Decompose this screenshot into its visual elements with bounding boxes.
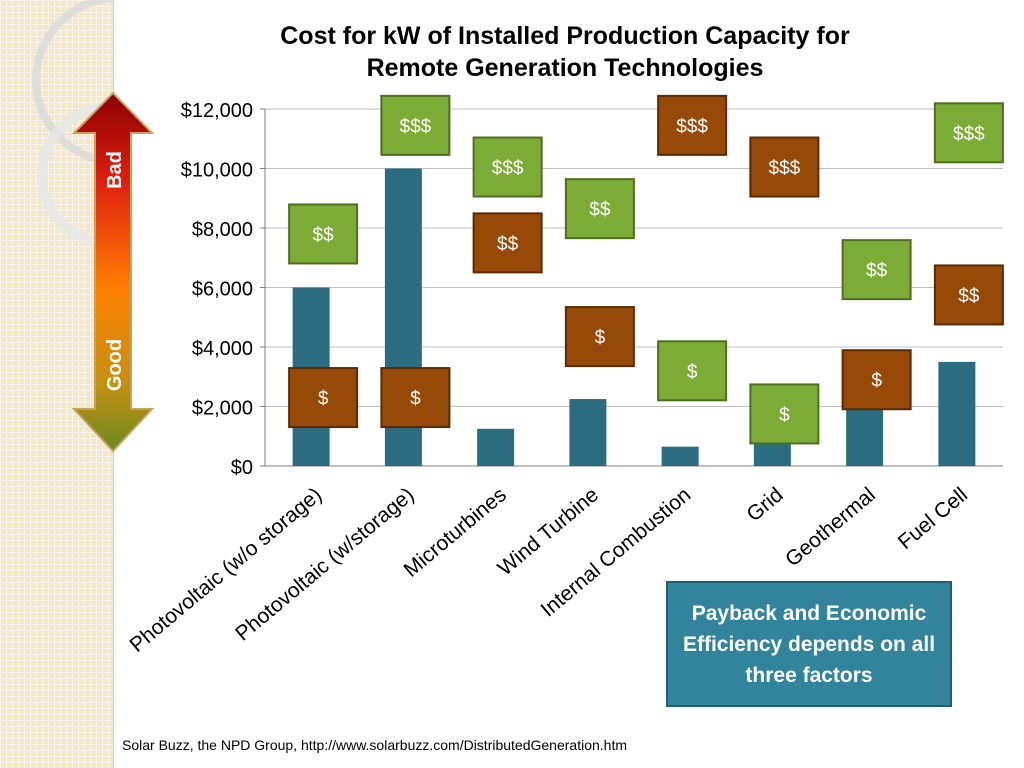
rating-label: $$$ <box>769 158 801 179</box>
rating-label: $ <box>779 405 790 426</box>
brown-rating-box <box>933 264 1004 326</box>
y-tick-label: $0 <box>231 457 253 479</box>
chart-title: Cost for kW of Installed Production Capa… <box>130 20 1000 84</box>
bar <box>569 399 607 466</box>
bad-good-arrow: Bad Good <box>71 91 155 453</box>
chart-title-line-2: Remote Generation Technologies <box>366 54 764 82</box>
green-rating-box <box>841 239 912 301</box>
x-tick-label: Photovoltaic (w/o storage) <box>126 483 327 657</box>
bar <box>477 428 515 466</box>
rating-label: $ <box>410 389 421 410</box>
rating-label: $ <box>687 362 698 383</box>
rating-label: $ <box>595 328 606 349</box>
rating-label: $ <box>871 371 882 392</box>
brown-rating-box <box>380 367 451 429</box>
x-tick-label: Photovoltaic (w/storage) <box>231 483 418 645</box>
bar <box>938 361 976 466</box>
bar <box>846 400 884 466</box>
bar <box>661 446 699 466</box>
y-tick-label: $2,000 <box>192 398 253 420</box>
y-tick-label: $10,000 <box>181 160 253 182</box>
rating-label: $$$ <box>676 116 708 137</box>
rating-label: $$$ <box>492 158 524 179</box>
source-citation: Solar Buzz, the NPD Group, http://www.so… <box>122 737 627 753</box>
chart-title-line-1: Cost for kW of Installed Production Capa… <box>280 22 850 50</box>
green-rating-box <box>380 94 451 156</box>
x-tick-label: Geothermal <box>781 483 880 571</box>
rating-label: $$ <box>958 286 980 307</box>
y-tick-label: $4,000 <box>192 338 253 360</box>
y-tick-label: $12,000 <box>181 100 253 122</box>
double-arrow-icon <box>71 91 155 453</box>
brown-rating-box <box>288 367 359 429</box>
rating-label: $$$ <box>953 124 985 145</box>
arrow-label-bad: Bad <box>104 151 126 189</box>
y-tick-label: $8,000 <box>192 219 253 241</box>
rating-label: $$$ <box>400 116 432 137</box>
brown-rating-box <box>657 94 728 156</box>
rating-label: $ <box>318 389 329 410</box>
rating-label: $$ <box>866 261 888 282</box>
green-rating-box <box>933 102 1004 164</box>
green-rating-box <box>288 203 359 265</box>
rating-label: $$ <box>589 200 611 221</box>
brown-rating-box <box>749 136 820 198</box>
arrow-label-good: Good <box>104 339 126 391</box>
brown-rating-box <box>472 212 543 274</box>
callout-box: Payback and Economic Efficiency depends … <box>666 581 952 707</box>
brown-rating-box <box>564 306 635 368</box>
green-rating-box <box>564 178 635 240</box>
decorative-ring <box>32 0 113 166</box>
rating-label: $$ <box>497 234 519 255</box>
x-tick-label: Fuel Cell <box>894 483 972 554</box>
green-rating-box <box>657 340 728 402</box>
callout-text: Payback and Economic Efficiency depends … <box>682 601 936 687</box>
green-rating-box <box>749 383 820 445</box>
x-tick-label: Grid <box>742 483 787 526</box>
y-tick-label: $6,000 <box>192 279 253 301</box>
green-rating-box <box>472 136 543 198</box>
brown-rating-box <box>841 349 912 411</box>
rating-label: $$ <box>313 225 335 246</box>
